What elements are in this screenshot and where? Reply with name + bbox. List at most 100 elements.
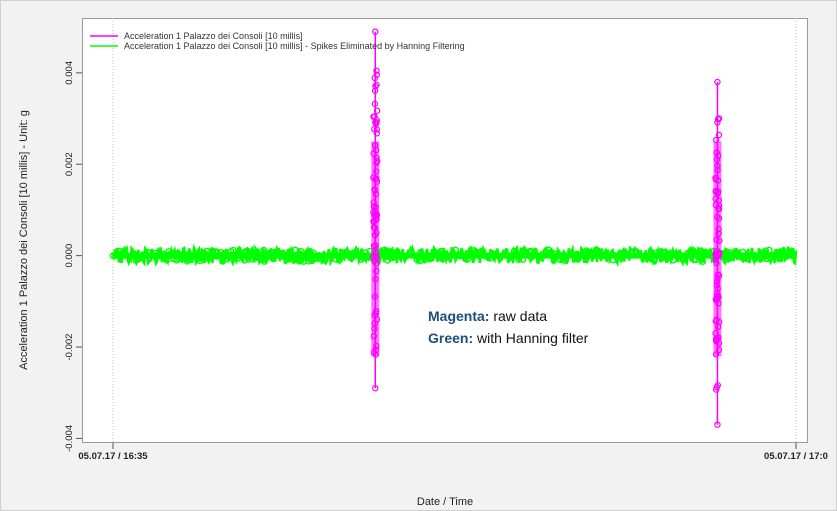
data-point-green	[690, 256, 698, 264]
x-axis: 05.07.17 / 16:35 05.07.17 / 17:0	[78, 443, 828, 462]
data-point-magenta	[712, 188, 720, 196]
data-point-magenta	[371, 311, 378, 319]
legend: Acceleration 1 Palazzo dei Consoli [10 m…	[90, 31, 465, 51]
data-point-green	[196, 257, 204, 265]
data-point-magenta	[714, 421, 721, 428]
data-point-magenta	[714, 119, 721, 126]
data-point-green	[515, 256, 523, 264]
data-point-magenta	[714, 382, 722, 389]
data-point-green	[217, 248, 225, 256]
data-point-green	[257, 254, 265, 262]
annotation-box: Magenta: raw data Green: with Hanning fi…	[428, 305, 588, 349]
data-point-green	[155, 252, 163, 260]
data-point-magenta	[373, 107, 381, 114]
data-point-green	[265, 249, 273, 257]
data-point-magenta	[713, 253, 720, 261]
data-point-green	[144, 248, 152, 256]
data-point-green	[109, 252, 117, 260]
data-point-green	[551, 250, 559, 258]
data-point-green	[297, 247, 305, 255]
data-point-magenta	[373, 267, 380, 275]
annotation-green-label: Green:	[428, 330, 474, 346]
data-point-green	[221, 252, 229, 260]
data-point-green	[240, 256, 248, 264]
data-point-green	[115, 247, 123, 255]
data-point-green	[362, 249, 370, 257]
data-point-magenta	[714, 271, 721, 278]
data-point-magenta	[713, 136, 720, 144]
data-point-magenta	[373, 175, 380, 182]
data-point-green	[464, 255, 472, 263]
data-point-magenta	[372, 119, 379, 126]
data-point-magenta	[370, 332, 377, 340]
data-point-magenta	[713, 236, 720, 243]
data-point-magenta	[371, 293, 379, 300]
data-point-green	[203, 247, 211, 255]
data-point-magenta	[371, 100, 379, 108]
data-point-green	[621, 249, 629, 257]
data-point-green	[227, 247, 235, 255]
legend-label-green: Acceleration 1 Palazzo dei Consoli [10 m…	[124, 41, 465, 51]
data-point-magenta	[371, 224, 378, 231]
annotation-green: Green: with Hanning filter	[428, 327, 588, 349]
data-point-magenta	[373, 154, 380, 162]
annotation-green-text: with Hanning filter	[473, 330, 589, 346]
data-point-magenta	[373, 342, 380, 350]
data-point-green	[609, 256, 617, 264]
data-point-magenta	[714, 285, 721, 292]
data-point-magenta	[713, 278, 721, 285]
data-point-green	[417, 248, 425, 256]
data-point-magenta	[372, 83, 379, 90]
x-axis-title: Date / Time	[417, 496, 473, 508]
data-point-green	[296, 257, 304, 265]
data-point-green	[527, 247, 535, 255]
data-point-green	[206, 253, 214, 261]
data-point-green	[753, 253, 761, 261]
data-point-green	[592, 251, 600, 259]
x-tick-label: 05.07.17 / 17:0	[764, 451, 828, 462]
data-point-green	[448, 250, 456, 258]
data-point-magenta	[716, 237, 723, 244]
data-point-green	[291, 246, 299, 254]
data-point-magenta	[712, 176, 720, 183]
data-point-green	[556, 256, 564, 264]
annotation-magenta-label: Magenta:	[428, 308, 490, 324]
data-point-green	[547, 248, 555, 256]
data-point-green	[762, 255, 770, 263]
data-point-magenta	[373, 168, 380, 175]
data-point-green	[744, 251, 752, 259]
data-point-green	[654, 248, 662, 256]
data-point-green	[289, 254, 297, 262]
data-point-magenta	[372, 216, 379, 224]
data-point-green	[182, 251, 190, 259]
data-point-green	[231, 254, 239, 262]
data-point-magenta	[373, 71, 380, 78]
data-point-green	[739, 248, 747, 256]
data-point-magenta	[372, 249, 380, 256]
data-point-green	[430, 248, 438, 256]
series-green	[109, 243, 798, 268]
data-point-magenta	[713, 296, 721, 303]
data-point-green	[765, 246, 773, 254]
data-point-green	[386, 252, 394, 260]
data-point-magenta	[715, 205, 723, 213]
data-point-green	[539, 250, 547, 258]
data-point-magenta	[713, 259, 720, 267]
data-point-magenta	[372, 191, 379, 198]
data-point-green	[784, 247, 792, 255]
data-point-green	[183, 257, 191, 265]
data-point-magenta	[372, 385, 379, 392]
data-point-green	[661, 248, 669, 256]
data-point-green	[697, 247, 705, 255]
data-point-green	[602, 250, 610, 258]
data-point-magenta	[715, 230, 722, 237]
data-point-magenta	[712, 351, 720, 358]
data-point-green	[131, 250, 139, 258]
data-point-magenta	[370, 113, 377, 120]
y-tick-label: 0.004	[64, 61, 75, 85]
data-point-magenta	[373, 126, 381, 133]
data-point-magenta	[714, 292, 721, 300]
y-axis: -0.004 -0.002 0.000 0.002 0.004	[64, 61, 82, 452]
data-point-green	[278, 250, 286, 258]
plot-area	[82, 18, 808, 443]
